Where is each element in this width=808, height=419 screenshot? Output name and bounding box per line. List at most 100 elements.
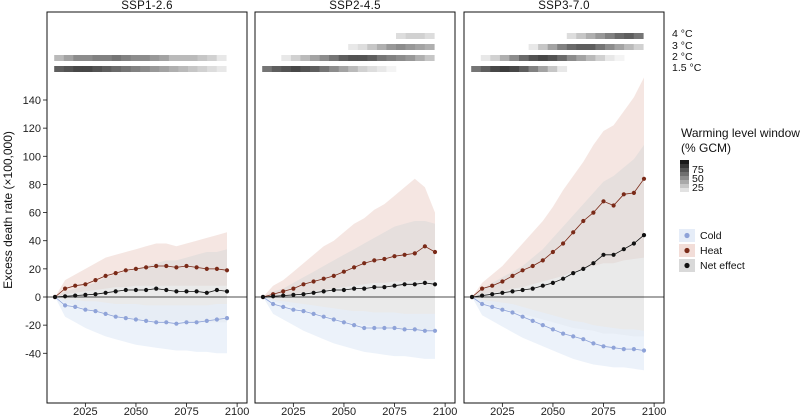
point-heat [311, 279, 316, 284]
band-cold [263, 297, 435, 359]
legend-label-net: Net effect [700, 260, 745, 272]
warming-cell [82, 55, 93, 61]
point-net-effect [520, 287, 525, 293]
x-tick-label: 2050 [124, 406, 148, 418]
point-net-effect [331, 287, 336, 293]
point-net-effect [540, 283, 545, 288]
point-heat [83, 282, 88, 287]
warming-cell [310, 66, 320, 72]
warming-cell [149, 55, 160, 61]
warming-cell [329, 66, 339, 72]
warming-cell [73, 66, 84, 72]
point-cold [432, 328, 438, 333]
colorbar-cell [680, 164, 689, 168]
point-net-effect [311, 290, 316, 295]
warming-cell [168, 55, 179, 61]
point-heat [341, 269, 346, 274]
warming-cell [386, 55, 397, 61]
point-net-effect [382, 285, 387, 290]
point-net-effect [194, 289, 199, 294]
warming-cell [63, 66, 74, 72]
warming-cell [595, 33, 606, 39]
warming-cell [168, 66, 179, 72]
warming-cell [528, 66, 539, 72]
y-tick-label: -20 [25, 320, 41, 332]
point-cold [271, 301, 276, 307]
point-net-effect [184, 289, 189, 294]
warming-cell [216, 55, 227, 61]
point-heat [204, 266, 209, 271]
warming-cell [329, 55, 339, 61]
warming-cell [614, 44, 625, 50]
warming-cell [130, 55, 141, 61]
point-cold [621, 347, 626, 352]
warming-cell [424, 55, 435, 61]
warming-cell [614, 33, 625, 39]
point-heat [422, 244, 427, 249]
y-tick-label: 40 [29, 236, 41, 248]
point-net-effect [321, 289, 326, 294]
warming-cell [216, 66, 227, 72]
point-net-effect [412, 282, 417, 287]
point-heat [550, 249, 556, 255]
warming-cell [367, 44, 378, 50]
x-tick-label: 2025 [490, 406, 514, 418]
x-tick-label: 2100 [433, 406, 457, 418]
point-cold [611, 345, 616, 350]
point-heat [641, 176, 647, 181]
warming-cell [576, 33, 587, 39]
point-cold [154, 320, 159, 325]
warming-cell [595, 55, 606, 61]
point-cold [73, 304, 78, 309]
point-cold [174, 321, 179, 326]
point-cold [184, 320, 189, 325]
point-cold [224, 316, 230, 321]
warming-label-3c: 3 °C [672, 40, 693, 52]
warming-cell [178, 66, 189, 72]
warming-cell [281, 66, 292, 72]
warming-cell [509, 55, 520, 61]
warming-cell [499, 66, 510, 72]
warming-cell [557, 66, 568, 72]
point-heat [510, 273, 515, 278]
warming-cell [386, 44, 397, 50]
point-net-effect [392, 283, 397, 288]
warming-cell [519, 55, 529, 61]
point-net-effect [260, 294, 266, 300]
point-heat [174, 265, 179, 270]
point-cold [362, 325, 367, 331]
point-cold [571, 334, 576, 339]
warming-cell [566, 55, 577, 61]
point-cold [402, 327, 407, 332]
point-heat [331, 273, 336, 278]
point-heat [392, 254, 397, 259]
warming-cell [396, 44, 406, 50]
point-heat [372, 258, 377, 263]
point-heat [402, 252, 407, 257]
point-heat [291, 286, 296, 291]
point-heat [382, 256, 387, 262]
warming-cell [348, 55, 359, 61]
warming-cell [376, 55, 387, 61]
warming-cell [396, 55, 406, 61]
warming-cell [130, 66, 141, 72]
warming-cell [207, 55, 217, 61]
warming-cell [386, 66, 397, 72]
warming-cell [111, 66, 122, 72]
warming-cell [519, 66, 529, 72]
point-cold [510, 310, 515, 315]
point-net-effect [402, 282, 407, 287]
point-cold [392, 325, 397, 331]
warming-cell [585, 44, 596, 50]
y-axis-label: Excess death rate (×100,000) [1, 131, 15, 289]
warming-cell [528, 44, 539, 50]
warming-cell [557, 55, 568, 61]
point-net-effect [530, 286, 535, 291]
point-net-effect [571, 271, 576, 276]
warming-cell [367, 66, 378, 72]
point-heat [362, 261, 367, 266]
point-cold [83, 307, 88, 312]
y-tick-label: -40 [25, 348, 41, 360]
point-heat [571, 230, 576, 235]
